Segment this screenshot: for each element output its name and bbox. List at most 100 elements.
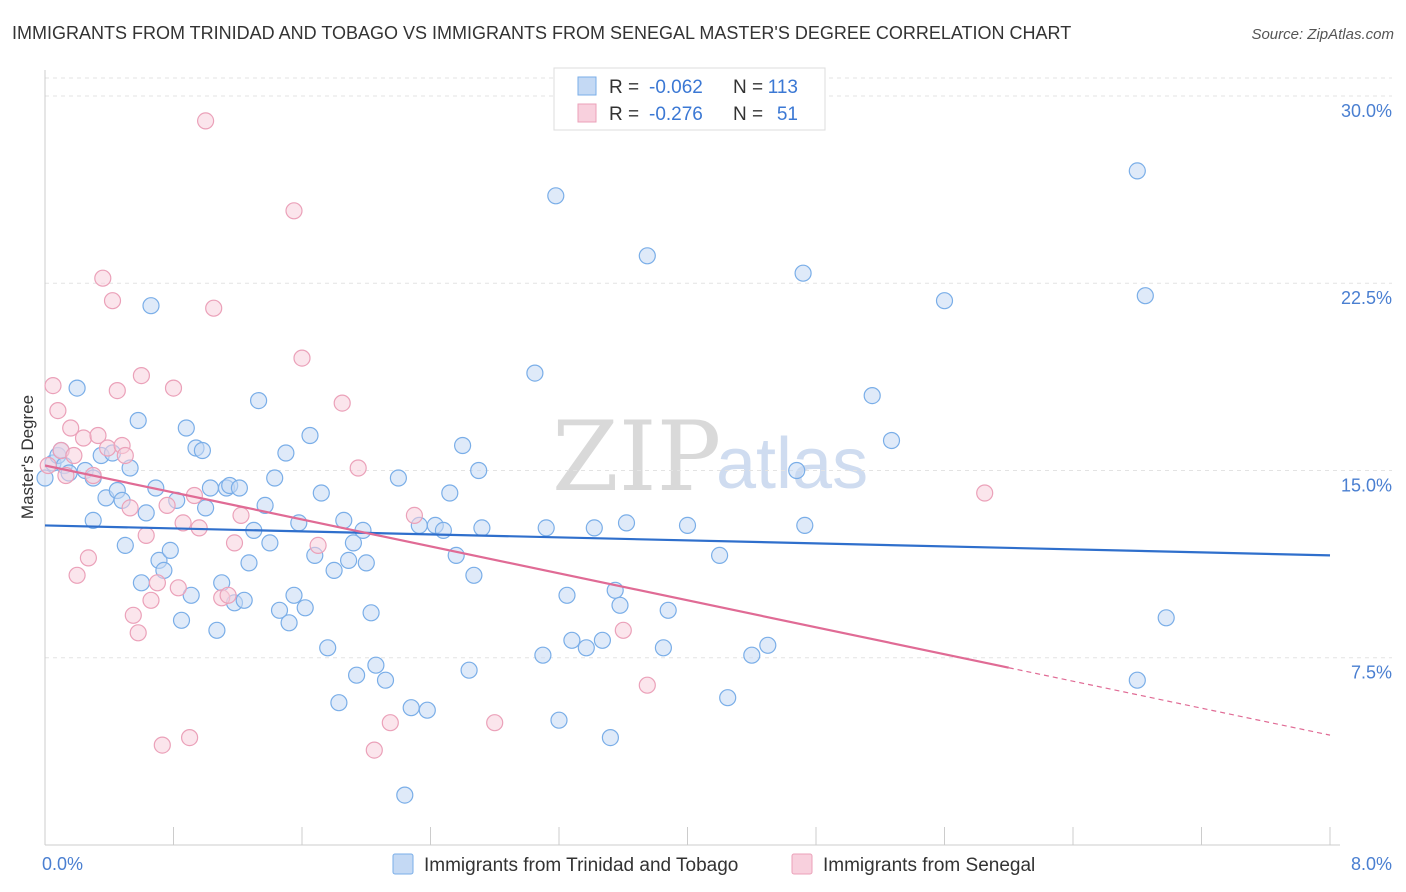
trinidad-point	[240, 554, 258, 572]
trinidad-point	[454, 436, 472, 455]
trinidad-point	[402, 699, 420, 717]
trinidad-point	[132, 574, 150, 592]
stats-n-value-1: 113	[768, 77, 798, 98]
trinidad-point	[389, 469, 407, 487]
trinidad-point	[266, 469, 284, 487]
stats-r-value-1: -0.062	[649, 77, 703, 98]
trinidad-point	[1157, 609, 1175, 627]
senegal-point	[74, 429, 93, 447]
y-tick-label: 7.5%	[1351, 663, 1392, 683]
trinidad-point	[193, 441, 211, 460]
trinidad-point	[362, 604, 380, 622]
trinidad-point	[348, 666, 366, 684]
trinidad-point	[376, 671, 395, 689]
senegal-point	[225, 534, 244, 552]
senegal-point	[121, 499, 139, 517]
trinidad-point	[465, 566, 483, 584]
trinidad-point	[547, 187, 565, 205]
senegal-point	[219, 586, 237, 604]
trinidad-point	[396, 786, 414, 804]
senegal-point	[153, 736, 171, 754]
trinidad-point	[526, 364, 544, 382]
trinidad-point	[863, 387, 881, 405]
x-tick-label-max: 8.0%	[1351, 854, 1392, 874]
stats-n-value-2: 51	[777, 104, 798, 125]
trinidad-point	[319, 639, 337, 657]
trinidad-point	[470, 461, 488, 480]
trinidad-point	[1128, 162, 1146, 180]
trinidad-point	[177, 419, 195, 437]
trinidad-point	[235, 591, 253, 609]
trinidad-point	[230, 479, 248, 497]
trinidad-point	[261, 534, 279, 552]
trinidad-point	[1136, 287, 1154, 305]
trinidad-point	[654, 639, 673, 657]
trinidad-point	[357, 554, 375, 572]
trinidad-point	[250, 392, 268, 410]
trinidad-point	[129, 411, 147, 430]
trend-lines	[44, 464, 1331, 736]
trinidad-point	[794, 264, 812, 282]
senegal-point	[349, 459, 367, 477]
legend-swatch-senegal	[791, 853, 813, 875]
senegal-point	[486, 714, 504, 732]
watermark: ZIP atlas	[552, 401, 868, 513]
stats-legend-frame	[553, 67, 826, 131]
senegal-point	[65, 446, 83, 465]
trinidad-point	[182, 586, 200, 604]
senegal-point	[98, 439, 117, 457]
trinidad-point	[719, 689, 737, 707]
trinidad-point	[330, 694, 348, 712]
senegal-point	[174, 514, 192, 532]
senegal-point	[614, 621, 632, 639]
stats-n-label-2: N =	[733, 104, 763, 125]
trinidad-point	[638, 247, 656, 265]
trinidad-point	[550, 711, 568, 729]
senegal-point	[232, 506, 250, 525]
senegal-point	[638, 676, 656, 694]
senegal-point	[44, 377, 62, 395]
trinidad-point	[534, 646, 552, 664]
senegal-point	[103, 292, 122, 310]
trinidad-point	[743, 646, 761, 664]
trinidad-point	[285, 586, 303, 604]
trinidad-point	[537, 519, 555, 537]
legend-swatch-trinidad	[392, 853, 414, 875]
senegal-point	[976, 484, 994, 502]
series-trinidad-points	[36, 162, 1175, 804]
senegal-point	[62, 419, 80, 437]
trinidad-point	[418, 701, 436, 719]
senegal-point	[293, 349, 311, 367]
trinidad-point	[601, 728, 620, 747]
trinidad-point	[208, 621, 226, 639]
trinidad-point	[788, 461, 806, 480]
senegal-point	[89, 426, 107, 445]
source-label: Source: ZipAtlas.com	[1251, 26, 1394, 43]
trinidad-point	[161, 541, 179, 560]
trinidad-point	[759, 636, 777, 654]
senegal-point	[148, 574, 166, 592]
senegal-point	[116, 446, 134, 465]
senegal-point	[132, 367, 150, 385]
trinidad-point	[441, 484, 459, 502]
senegal-point	[124, 606, 142, 624]
senegal-point	[68, 566, 86, 584]
trinidad-point	[270, 601, 289, 619]
y-tick-label: 15.0%	[1341, 475, 1392, 495]
trinidad-point	[201, 479, 219, 497]
y-tick-label: 22.5%	[1341, 288, 1392, 308]
stats-legend-box: R = -0.062 N = 113 R = -0.276 N = 51	[553, 67, 826, 131]
trinidad-point	[558, 586, 576, 604]
senegal-trend-line-extension	[1008, 667, 1331, 736]
chart-title: IMMIGRANTS FROM TRINIDAD AND TOBAGO VS I…	[12, 23, 1071, 43]
trinidad-point	[460, 661, 478, 679]
trinidad-point	[280, 614, 298, 632]
trinidad-point	[1128, 671, 1146, 689]
senegal-point	[405, 506, 423, 525]
trinidad-point	[367, 656, 385, 674]
senegal-point	[142, 591, 160, 609]
trinidad-point	[659, 601, 677, 619]
senegal-point	[309, 536, 327, 555]
trinidad-point	[935, 292, 954, 310]
